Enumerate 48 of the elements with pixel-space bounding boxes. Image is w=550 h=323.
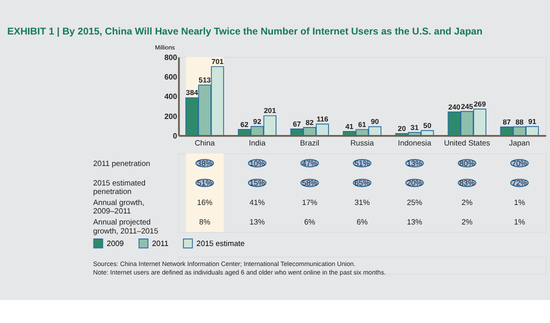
text: 83% xyxy=(459,178,475,188)
text: 72% xyxy=(512,178,528,188)
text: 2% xyxy=(461,198,473,208)
text: 13% xyxy=(250,218,265,227)
text: 25% xyxy=(406,198,422,208)
x-tick-label: Russia xyxy=(350,138,375,148)
text: 17% xyxy=(302,198,318,208)
legend-label: 2011 xyxy=(152,238,169,248)
legend-label: 2015 estimate xyxy=(196,238,245,248)
y-tick-label: 400 xyxy=(164,92,178,102)
text: 58% xyxy=(302,178,318,188)
x-tick-label: Japan xyxy=(509,138,530,148)
text: 41% xyxy=(250,198,265,208)
text: 13% xyxy=(406,218,422,227)
y-tick-label: 600 xyxy=(164,72,178,82)
text: 8% xyxy=(199,218,210,227)
text: 70% xyxy=(512,158,528,168)
text: 6% xyxy=(356,218,368,227)
y-tick-label: Annual projected growth, 2011–2015 xyxy=(93,218,158,236)
legend-label: 2009 xyxy=(106,238,124,248)
x-tick-label: Indonesia xyxy=(398,138,432,148)
text: 15% xyxy=(250,178,265,188)
y-tick-label: Annual growth, 2009–2011 xyxy=(93,198,144,216)
text: 1% xyxy=(514,218,526,227)
text: 38% xyxy=(197,158,212,168)
chart-title: EXHIBIT 1 | By 2015, China Will Have Nearly Twice the Number of Internet Users as the U.S. and Japan xyxy=(7,26,483,38)
text: 13% xyxy=(406,158,422,168)
y-tick-label: 0 xyxy=(172,131,178,140)
text: 65% xyxy=(354,178,370,188)
text: 51% xyxy=(354,158,370,168)
text: 51% xyxy=(197,178,212,188)
x-tick-label: India xyxy=(248,138,266,148)
text: 20% xyxy=(406,178,422,188)
text: 1% xyxy=(514,198,526,208)
x-tick-label: Brazil xyxy=(300,138,320,148)
text: 80% xyxy=(459,158,475,168)
text: 6% xyxy=(304,218,316,227)
text: 16% xyxy=(197,198,212,208)
x-tick-label: China xyxy=(194,138,216,148)
y-tick-label: 800 xyxy=(164,52,178,62)
text: 31% xyxy=(354,198,370,208)
x-tick-label: United States xyxy=(444,138,490,148)
y-tick-label: 200 xyxy=(164,112,178,121)
text: 2% xyxy=(461,218,473,227)
y-tick-label: 2011 penetration xyxy=(93,158,150,168)
text: 47% xyxy=(302,158,318,168)
text: 10% xyxy=(250,158,265,168)
y-tick-label: 2015 estimated penetration xyxy=(93,178,146,196)
